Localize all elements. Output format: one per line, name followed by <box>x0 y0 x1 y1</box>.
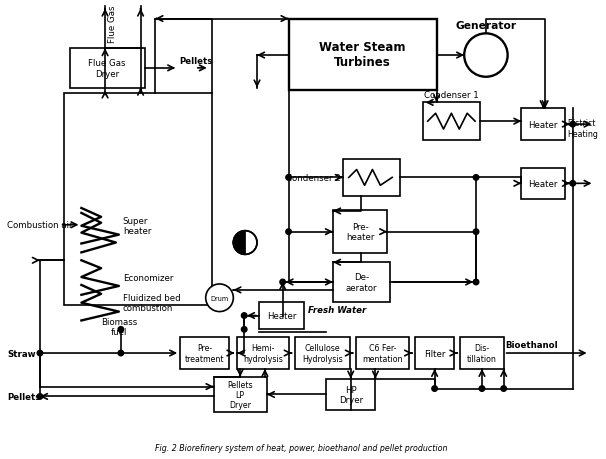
Circle shape <box>464 34 508 78</box>
FancyBboxPatch shape <box>326 379 375 410</box>
FancyBboxPatch shape <box>64 93 211 305</box>
Text: Heater: Heater <box>528 120 558 129</box>
FancyBboxPatch shape <box>333 211 387 254</box>
Circle shape <box>570 122 576 128</box>
Text: Dis-
tillation: Dis- tillation <box>467 344 497 363</box>
Text: Pellets: Pellets <box>7 392 41 401</box>
Text: Fig. 2 Biorefinery system of heat, power, bioethanol and pellet production: Fig. 2 Biorefinery system of heat, power… <box>155 443 448 452</box>
Text: C6 Fer-
mentation: C6 Fer- mentation <box>362 344 402 363</box>
Text: Generator: Generator <box>455 21 516 31</box>
Circle shape <box>280 280 285 285</box>
FancyBboxPatch shape <box>238 337 288 369</box>
Circle shape <box>501 386 507 392</box>
Circle shape <box>241 327 247 332</box>
Text: Heater: Heater <box>528 179 558 188</box>
FancyBboxPatch shape <box>343 159 400 197</box>
Text: HP
Dryer: HP Dryer <box>339 385 363 404</box>
Circle shape <box>37 351 42 356</box>
Circle shape <box>286 230 291 235</box>
Circle shape <box>241 313 247 319</box>
Circle shape <box>432 386 438 392</box>
Circle shape <box>37 394 42 399</box>
Text: De-
aerator: De- aerator <box>346 273 378 292</box>
Circle shape <box>570 181 576 187</box>
FancyBboxPatch shape <box>415 337 454 369</box>
Text: Pellets
LP
Dryer: Pellets LP Dryer <box>227 380 253 409</box>
Text: Biomass
fuel: Biomass fuel <box>101 317 137 336</box>
Wedge shape <box>233 231 245 255</box>
FancyBboxPatch shape <box>461 337 504 369</box>
Text: Pre-
treatment: Pre- treatment <box>185 344 224 363</box>
Text: Flue Gas: Flue Gas <box>108 6 117 43</box>
Text: Economizer: Economizer <box>123 273 173 282</box>
FancyBboxPatch shape <box>333 263 390 302</box>
Text: Drum: Drum <box>210 295 228 301</box>
Text: District
Heating: District Heating <box>567 119 598 139</box>
FancyBboxPatch shape <box>521 109 565 140</box>
FancyBboxPatch shape <box>295 337 350 369</box>
Text: Heater: Heater <box>267 311 296 320</box>
Circle shape <box>473 280 479 285</box>
Circle shape <box>233 231 257 255</box>
Circle shape <box>205 284 233 312</box>
Text: Flue Gas
Dryer: Flue Gas Dryer <box>88 59 126 78</box>
FancyBboxPatch shape <box>213 377 267 412</box>
FancyBboxPatch shape <box>423 103 480 140</box>
Text: Condenser 1: Condenser 1 <box>424 91 479 100</box>
Text: Combustion air: Combustion air <box>7 221 73 230</box>
FancyBboxPatch shape <box>356 337 409 369</box>
Text: Fresh Water: Fresh Water <box>308 305 367 314</box>
Circle shape <box>473 230 479 235</box>
Text: Pre-
heater: Pre- heater <box>346 223 375 242</box>
Text: Cellulose
Hydrolysis: Cellulose Hydrolysis <box>302 344 342 363</box>
Text: Fluidized bed
combustion: Fluidized bed combustion <box>123 293 181 313</box>
Circle shape <box>286 175 291 181</box>
Text: Filter: Filter <box>424 349 445 358</box>
Text: Super
heater: Super heater <box>123 217 151 236</box>
Circle shape <box>118 351 124 356</box>
Text: Condenser 2: Condenser 2 <box>286 174 341 183</box>
Text: Water Steam
Turbines: Water Steam Turbines <box>319 41 406 69</box>
Circle shape <box>118 327 124 332</box>
Circle shape <box>479 386 485 392</box>
FancyBboxPatch shape <box>521 168 565 200</box>
FancyBboxPatch shape <box>180 337 230 369</box>
Text: Straw: Straw <box>7 349 36 358</box>
FancyBboxPatch shape <box>70 49 144 89</box>
Text: Hemi-
hydrolysis: Hemi- hydrolysis <box>243 344 283 363</box>
Text: Pellets: Pellets <box>179 57 213 66</box>
FancyBboxPatch shape <box>288 19 436 90</box>
Text: Bioethanol: Bioethanol <box>505 340 558 349</box>
Circle shape <box>473 175 479 181</box>
FancyBboxPatch shape <box>259 302 304 330</box>
